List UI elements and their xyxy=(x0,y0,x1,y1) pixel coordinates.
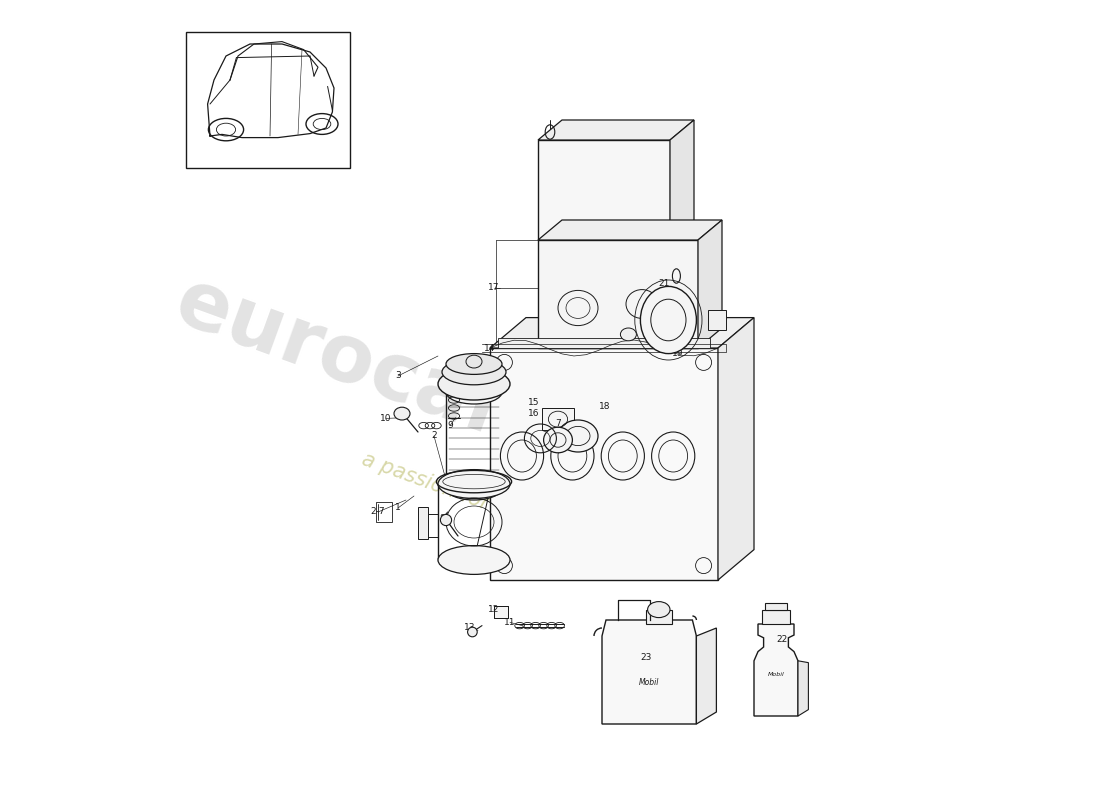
Text: 6: 6 xyxy=(583,439,588,449)
Bar xyxy=(375,502,392,522)
Ellipse shape xyxy=(620,328,637,341)
Polygon shape xyxy=(538,220,722,240)
Polygon shape xyxy=(670,120,694,240)
Ellipse shape xyxy=(438,546,510,574)
Text: 14: 14 xyxy=(484,343,496,353)
Ellipse shape xyxy=(543,427,572,453)
Bar xyxy=(490,348,718,580)
Polygon shape xyxy=(538,120,694,140)
Bar xyxy=(708,310,726,330)
Text: 22: 22 xyxy=(777,635,788,645)
Text: 17: 17 xyxy=(488,283,499,293)
Polygon shape xyxy=(798,661,808,716)
Ellipse shape xyxy=(446,476,502,500)
Text: 10: 10 xyxy=(381,414,392,423)
Ellipse shape xyxy=(446,354,502,374)
Polygon shape xyxy=(718,318,754,580)
Text: 5: 5 xyxy=(543,435,549,445)
Ellipse shape xyxy=(446,380,502,404)
Text: 4: 4 xyxy=(568,439,573,449)
Bar xyxy=(538,240,698,348)
Ellipse shape xyxy=(558,420,598,452)
Polygon shape xyxy=(490,318,754,348)
Text: Mobil: Mobil xyxy=(768,672,784,677)
Bar xyxy=(418,506,428,538)
Bar xyxy=(762,610,790,624)
Ellipse shape xyxy=(640,286,696,354)
Bar xyxy=(646,610,672,624)
Ellipse shape xyxy=(468,627,477,637)
Polygon shape xyxy=(602,620,696,724)
Text: Mobil: Mobil xyxy=(639,678,659,687)
Text: 8: 8 xyxy=(439,514,444,523)
Text: 2-7: 2-7 xyxy=(371,507,385,517)
Text: 18: 18 xyxy=(598,402,611,411)
Polygon shape xyxy=(696,628,716,724)
Bar xyxy=(186,32,350,168)
Text: eurocarparts: eurocarparts xyxy=(165,263,744,537)
Ellipse shape xyxy=(438,368,510,400)
Text: 2: 2 xyxy=(431,431,437,441)
Text: 21: 21 xyxy=(659,279,670,289)
Ellipse shape xyxy=(438,470,510,498)
Text: a passion for parts since 1985: a passion for parts since 1985 xyxy=(359,449,661,575)
Text: 16: 16 xyxy=(528,409,540,418)
Text: 13: 13 xyxy=(464,623,475,633)
Text: 1: 1 xyxy=(395,503,400,513)
Bar xyxy=(542,408,574,430)
Text: 15: 15 xyxy=(528,398,540,407)
Bar xyxy=(766,603,786,610)
Ellipse shape xyxy=(648,602,670,618)
Ellipse shape xyxy=(440,514,452,526)
Ellipse shape xyxy=(442,359,506,385)
Polygon shape xyxy=(698,220,722,348)
Text: 7: 7 xyxy=(556,419,561,429)
Text: 19: 19 xyxy=(672,349,684,358)
Ellipse shape xyxy=(394,407,410,420)
Polygon shape xyxy=(498,338,710,348)
Text: 11: 11 xyxy=(504,618,516,627)
Polygon shape xyxy=(754,624,798,716)
Text: 9: 9 xyxy=(447,421,453,430)
Text: 3: 3 xyxy=(395,371,400,381)
Bar xyxy=(494,606,508,618)
Text: 12: 12 xyxy=(488,605,499,614)
Text: 20: 20 xyxy=(652,338,663,348)
Bar xyxy=(538,140,670,240)
Text: 23: 23 xyxy=(640,653,651,662)
